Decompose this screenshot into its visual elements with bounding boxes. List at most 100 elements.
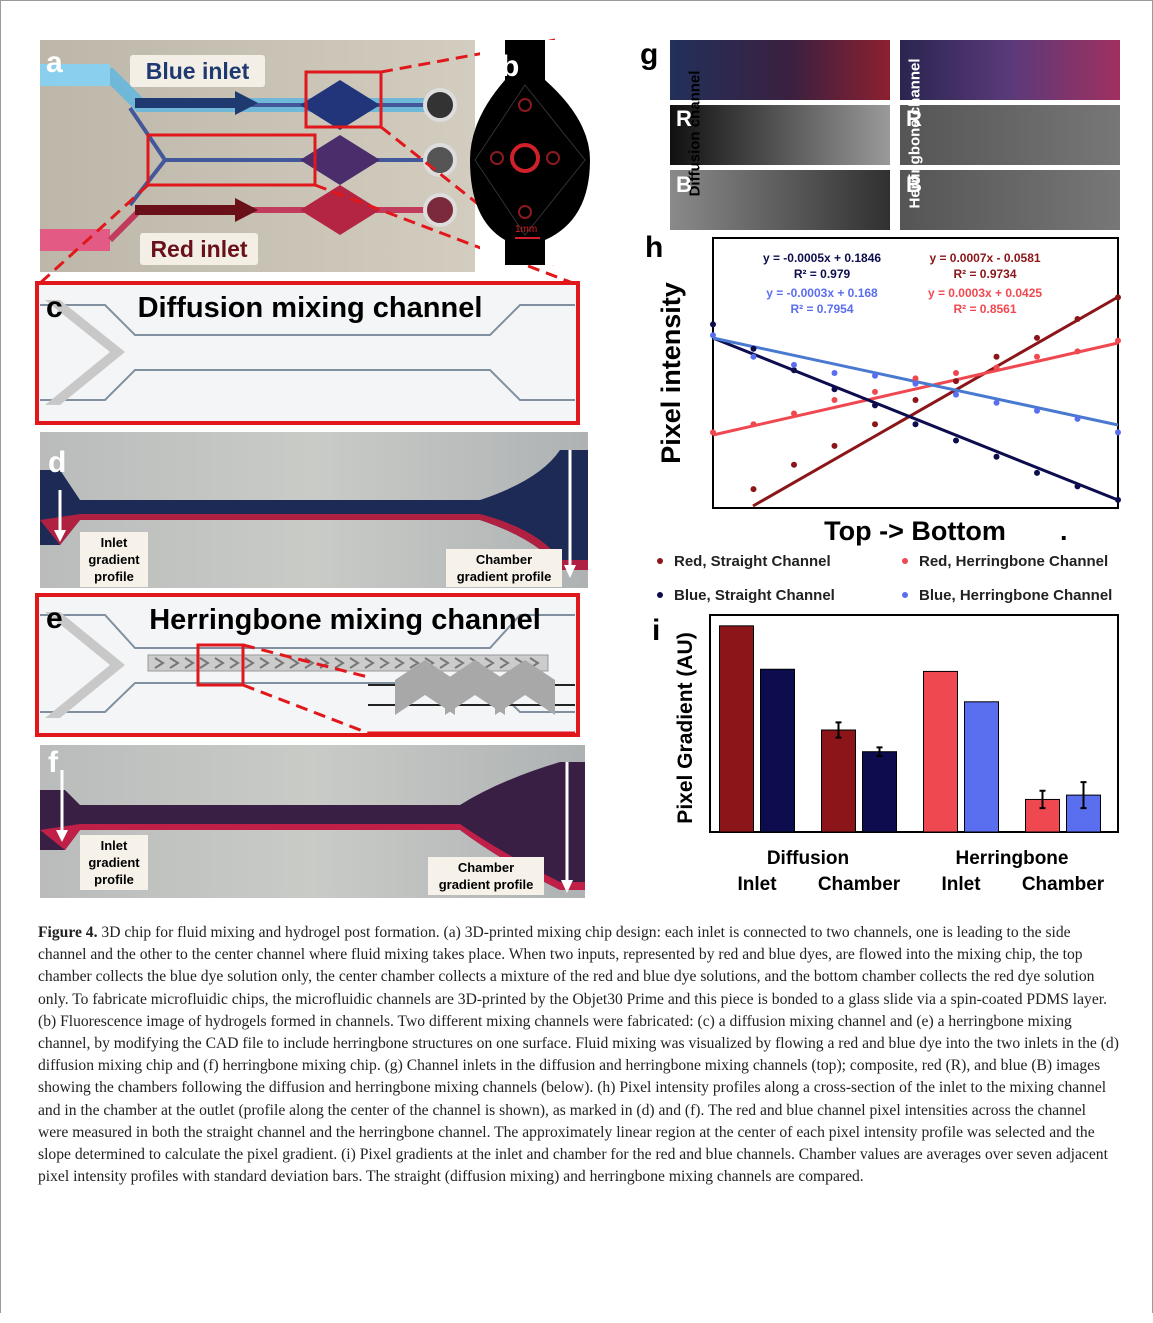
legend-label: Blue, Straight Channel <box>674 587 835 604</box>
well <box>425 195 455 225</box>
data-point <box>913 421 919 427</box>
x-tick-label: Chamber <box>818 874 901 895</box>
data-point <box>1034 470 1040 476</box>
panel-letter: f <box>48 748 58 778</box>
note: Chamber gradient profile <box>428 857 544 895</box>
data-point <box>872 402 878 408</box>
x-tick-label: Chamber <box>1022 874 1105 895</box>
data-point <box>832 443 838 449</box>
group-label: Herringbone <box>956 848 1069 869</box>
legend-marker <box>657 558 663 564</box>
panel-letter: b <box>501 52 519 82</box>
data-point <box>872 421 878 427</box>
scatter-chart: h Pixel intensity Top -> Bottom . y = 0.… <box>640 235 1130 605</box>
legend-marker <box>902 558 908 564</box>
data-point <box>791 367 797 373</box>
x-tick-label: Inlet <box>737 874 777 895</box>
data-point <box>1115 294 1121 300</box>
equation: y = -0.0003x + 0.168 <box>766 286 878 300</box>
label: R <box>676 106 692 132</box>
data-point <box>1115 497 1121 503</box>
data-point <box>1034 354 1040 360</box>
caption-text: 3D chip for fluid mixing and hydrogel po… <box>38 924 1119 1185</box>
r-squared: R² = 0.979 <box>794 267 851 281</box>
x-tick-label: Inlet <box>941 874 981 895</box>
panel-letter: h <box>645 235 663 264</box>
legend-label: Blue, Herringbone Channel <box>919 587 1112 604</box>
data-point <box>751 486 757 492</box>
data-point <box>994 400 1000 406</box>
r-squared: R² = 0.7954 <box>790 302 853 316</box>
data-point <box>791 411 797 417</box>
data-point <box>710 321 716 327</box>
data-point <box>1075 348 1081 354</box>
legend-label: Red, Straight Channel <box>674 553 831 570</box>
bar <box>965 702 999 832</box>
group-label: Diffusion <box>767 848 849 869</box>
panel-title: Herringbone mixing channel <box>120 604 570 637</box>
well <box>425 145 455 175</box>
data-point <box>1115 338 1121 344</box>
panel-letter: d <box>48 448 66 478</box>
legend-marker <box>657 592 663 598</box>
label: B <box>906 172 922 198</box>
data-point <box>791 462 797 468</box>
panel-letter: g <box>640 40 658 70</box>
photo-g <box>900 40 1120 100</box>
data-point <box>1075 416 1081 422</box>
data-point <box>710 429 716 435</box>
data-point <box>872 373 878 379</box>
note: Inlet gradient profile <box>80 835 148 890</box>
data-point <box>953 378 959 384</box>
panel-letter: a <box>46 48 63 78</box>
bar <box>761 669 795 832</box>
data-point <box>913 375 919 381</box>
note: Chamber gradient profile <box>446 549 562 587</box>
data-point <box>751 346 757 352</box>
page: { "panels": { "a": {"letter": "a", "blue… <box>0 0 1153 1323</box>
data-point <box>791 362 797 368</box>
r-squared: R² = 0.9734 <box>953 267 1016 281</box>
photo-g <box>900 170 1120 230</box>
x-axis-label-suffix: . <box>1060 516 1068 546</box>
label: Herringbone channel <box>907 39 924 229</box>
scale-label: 1mm <box>515 224 537 235</box>
data-point <box>994 454 1000 460</box>
label: Blue inlet <box>130 55 265 87</box>
equation: y = -0.0005x + 0.1846 <box>763 251 881 265</box>
data-point <box>832 386 838 392</box>
equation: y = 0.0003x + 0.0425 <box>928 286 1042 300</box>
data-point <box>1034 335 1040 341</box>
panel-letter: i <box>652 614 660 647</box>
data-point <box>832 397 838 403</box>
legend-label: Red, Herringbone Channel <box>919 553 1108 570</box>
label: R <box>906 106 922 132</box>
data-point <box>1075 316 1081 322</box>
plot-frame <box>713 238 1118 508</box>
bar <box>822 730 856 832</box>
note: Inlet gradient profile <box>80 532 148 587</box>
r-squared: R² = 0.8561 <box>953 302 1016 316</box>
data-point <box>1075 483 1081 489</box>
data-point <box>994 354 1000 360</box>
caption-label: Figure 4. <box>38 924 97 941</box>
panel-letter: c <box>46 293 63 323</box>
bar-chart: i Pixel Gradient (AU) Inlet Chamber Inlet C… <box>640 610 1130 900</box>
label: Red inlet <box>140 233 258 265</box>
legend-marker <box>902 592 908 598</box>
photo-g <box>900 105 1120 165</box>
data-point <box>1115 429 1121 435</box>
data-point <box>1034 408 1040 414</box>
panel-letter: e <box>46 604 63 634</box>
data-point <box>953 370 959 376</box>
data-point <box>953 392 959 398</box>
bar <box>924 671 958 832</box>
x-axis-label: Top -> Bottom <box>824 516 1006 546</box>
panel-title: Diffusion mixing channel <box>130 292 490 325</box>
data-point <box>913 397 919 403</box>
bar <box>720 626 754 832</box>
y-axis-label: Pixel Gradient (AU) <box>674 632 697 823</box>
data-point <box>913 381 919 387</box>
label: B <box>676 172 692 198</box>
data-point <box>751 354 757 360</box>
